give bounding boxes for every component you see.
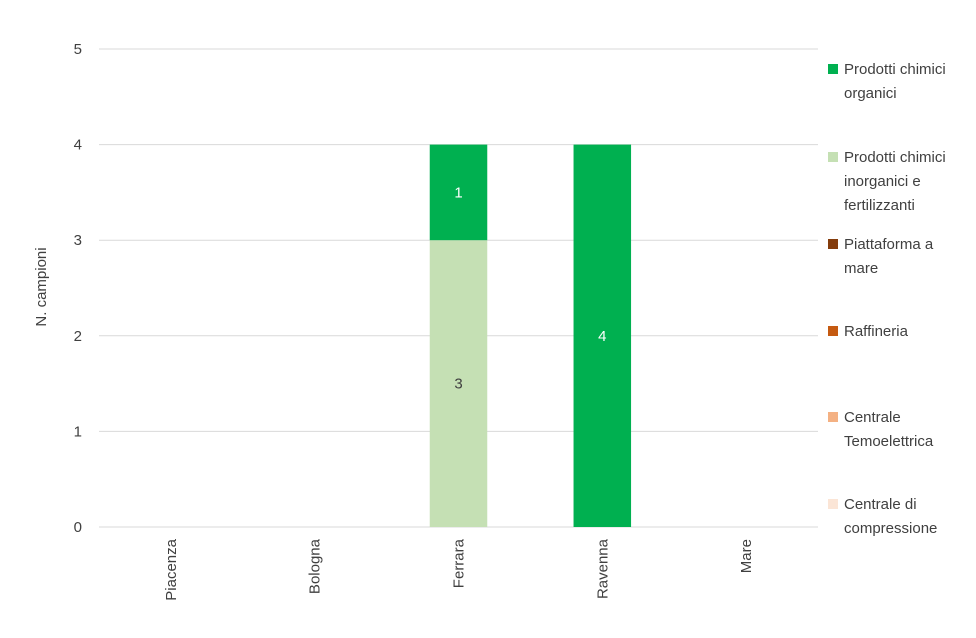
legend-label-line: mare [844, 260, 879, 277]
legend-item: Piattaforma a mare [828, 233, 972, 281]
legend-swatch [828, 64, 838, 74]
legend-label-line: fertilizzanti [844, 197, 915, 214]
x-tick-label: Ravenna [594, 538, 611, 599]
legend-swatch [828, 326, 838, 336]
y-axis-ticks: 0 1 2 3 4 5 [74, 41, 82, 536]
data-label: 1 [454, 184, 462, 201]
y-tick-label: 5 [74, 41, 82, 58]
legend-item: Prodotti chimici inorganici e fertilizzant… [828, 146, 972, 218]
y-tick-label: 1 [74, 423, 82, 440]
legend-label-line: Temoelettrica [844, 433, 934, 450]
legend-label-line: Centrale [844, 409, 901, 426]
legend-label-line: Centrale di [844, 496, 917, 513]
legend-swatch [828, 499, 838, 509]
legend-label: Piattaforma a mare [844, 233, 972, 281]
legend-swatch [828, 239, 838, 249]
legend-label: Raffineria [844, 320, 972, 344]
legend-label: Centrale Temoelettrica [844, 406, 972, 454]
legend-label-line: Prodotti chimici [844, 149, 946, 166]
x-tick-label: Piacenza [163, 538, 180, 600]
legend-label-line: inorganici e [844, 173, 921, 190]
legend-label-line: Piattaforma a [844, 236, 934, 253]
x-tick-label: Bologna [307, 538, 324, 594]
bar-segment [429, 144, 488, 241]
legend-label-line: Raffineria [844, 323, 908, 340]
data-label: 3 [454, 376, 462, 393]
y-tick-label: 0 [74, 519, 82, 536]
bar-segment [573, 144, 632, 527]
y-axis-label: N. campioni [33, 247, 50, 326]
legend-label-line: Prodotti chimici [844, 61, 946, 78]
legend-label: Centrale di compressione [844, 493, 972, 541]
x-tick-label: Ferrara [451, 538, 468, 588]
y-tick-label: 2 [74, 328, 82, 345]
bars: 3 1 4 [429, 144, 632, 527]
bar-segment [429, 240, 488, 527]
legend-item: Prodotti chimici organici [828, 58, 972, 106]
legend-item: Centrale di compressione [828, 493, 972, 541]
legend-label-line: compressione [844, 520, 938, 537]
legend-item: Raffineria [828, 320, 972, 344]
y-tick-label: 4 [74, 137, 82, 154]
x-axis-labels: Piacenza Bologna Ferrara Ravenna Mare [163, 538, 755, 600]
legend-swatch [828, 152, 838, 162]
x-tick-label: Mare [738, 539, 755, 573]
legend-swatch [828, 412, 838, 422]
legend-label: Prodotti chimici organici [844, 58, 972, 106]
y-tick-label: 3 [74, 232, 82, 249]
legend-item: Centrale Temoelettrica [828, 406, 972, 454]
legend-label-line: organici [844, 85, 897, 102]
legend-label: Prodotti chimici inorganici e fertilizzant… [844, 146, 972, 218]
data-label: 4 [598, 328, 606, 345]
